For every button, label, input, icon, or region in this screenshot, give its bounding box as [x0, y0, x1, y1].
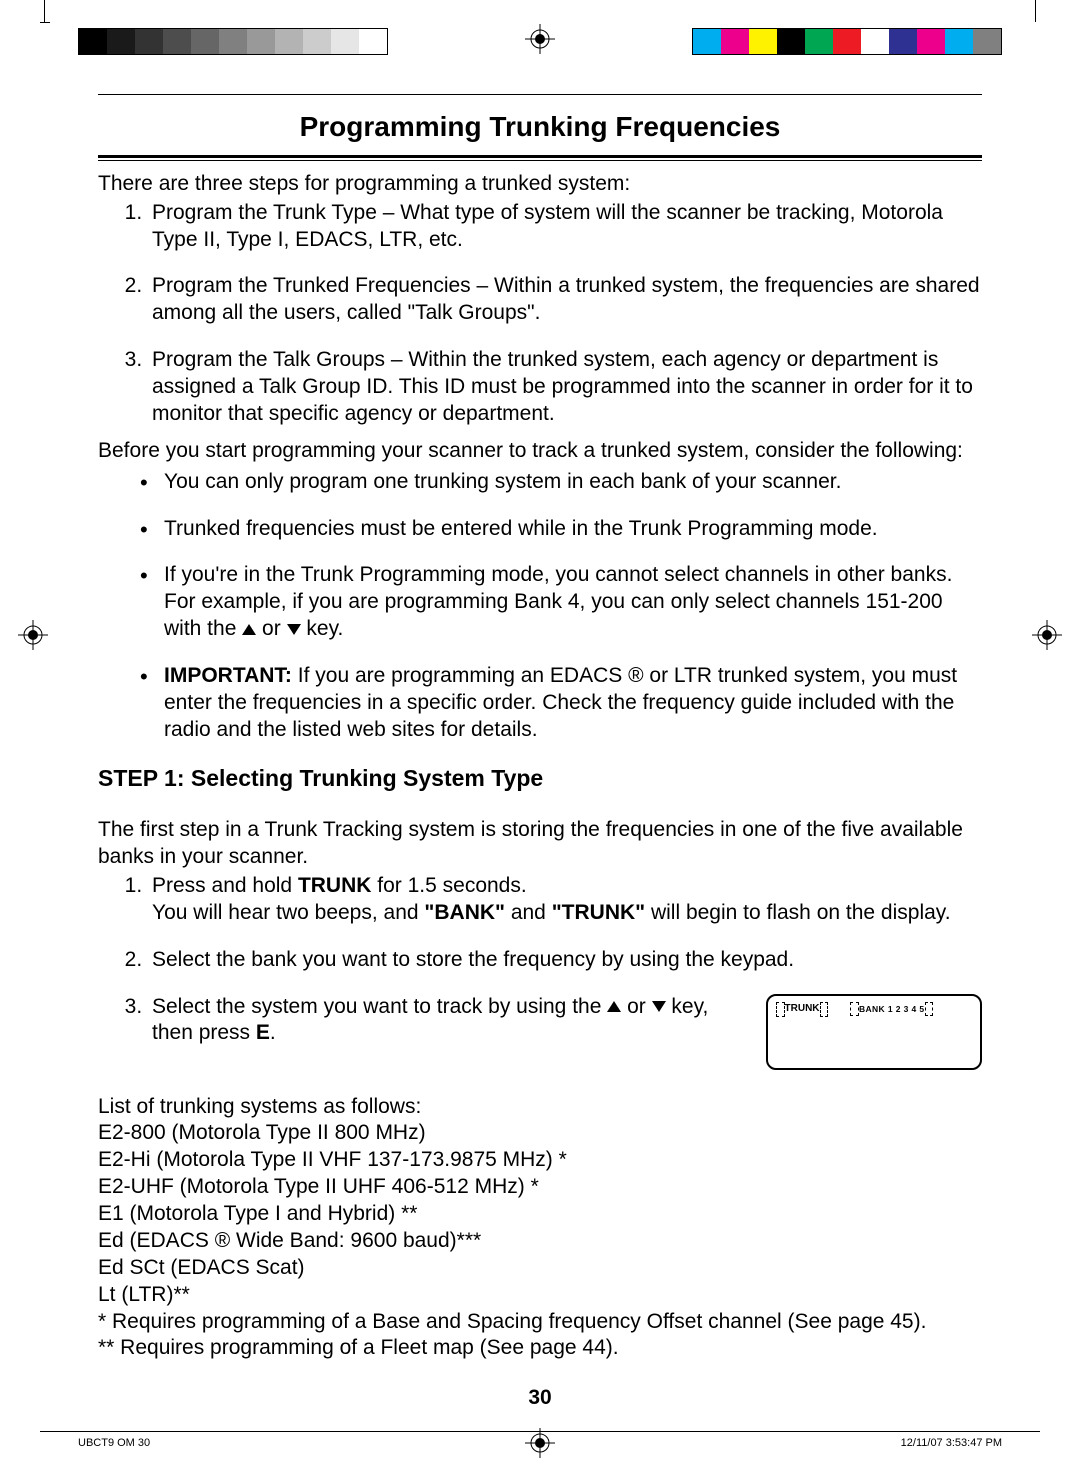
consider-lead: Before you start programming your scanne… [98, 438, 982, 465]
list-item: Program the Trunked Frequencies – Within… [148, 273, 982, 327]
consider-list: You can only program one trunking system… [98, 469, 982, 744]
list-item: E2-800 (Motorola Type II 800 MHz) [98, 1120, 982, 1147]
list-item: You can only program one trunking system… [136, 469, 982, 496]
up-arrow-icon [242, 624, 256, 635]
footer-rule [40, 1431, 1040, 1432]
down-arrow-icon [287, 624, 301, 635]
list-item: E2-UHF (Motorola Type II UHF 406-512 MHz… [98, 1174, 982, 1201]
page-number: 30 [0, 1385, 1080, 1412]
page-title: Programming Trunking Frequencies [98, 95, 982, 149]
footer-left: UBCT9 OM 30 [78, 1436, 150, 1450]
down-arrow-icon [652, 1001, 666, 1012]
list-item: Program the Trunk Type – What type of sy… [148, 200, 982, 254]
registration-mark-icon [18, 620, 48, 650]
list-item: Ed SCt (EDACS Scat) [98, 1255, 982, 1282]
list-item: Press and hold TRUNK for 1.5 seconds. Yo… [148, 873, 982, 927]
lcd-display: TRUNK BANK 1 2 3 4 5 [766, 994, 982, 1070]
footnote: ** Requires programming of a Fleet map (… [98, 1335, 982, 1362]
system-list: List of trunking systems as follows: E2-… [98, 1094, 982, 1363]
step1-intro: The first step in a Trunk Tracking syste… [98, 817, 982, 871]
intro-para: There are three steps for programming a … [98, 171, 982, 198]
syslist-lead: List of trunking systems as follows: [98, 1094, 982, 1121]
registration-mark-icon [525, 1428, 555, 1458]
registration-mark-icon [525, 24, 555, 54]
up-arrow-icon [607, 1001, 621, 1012]
list-item: TRUNK BANK 1 2 3 4 5 Select the system y… [148, 994, 982, 1048]
list-item: Ed (EDACS ® Wide Band: 9600 baud)*** [98, 1228, 982, 1255]
list-item: Trunked frequencies must be entered whil… [136, 516, 982, 543]
overview-steps-list: Program the Trunk Type – What type of sy… [98, 200, 982, 428]
step1-instructions: Press and hold TRUNK for 1.5 seconds. Yo… [98, 873, 982, 1047]
list-item: Lt (LTR)** [98, 1282, 982, 1309]
step1-heading: STEP 1: Selecting Trunking System Type [98, 764, 982, 793]
list-item: IMPORTANT: If you are programming an EDA… [136, 663, 982, 744]
list-item: Program the Talk Groups – Within the tru… [148, 347, 982, 428]
list-item: E1 (Motorola Type I and Hybrid) ** [98, 1201, 982, 1228]
footer-right: 12/11/07 3:53:47 PM [901, 1436, 1002, 1450]
registration-mark-icon [1032, 620, 1062, 650]
list-item: E2-Hi (Motorola Type II VHF 137-173.9875… [98, 1147, 982, 1174]
footnote: * Requires programming of a Base and Spa… [98, 1309, 982, 1336]
list-item: If you're in the Trunk Programming mode,… [136, 562, 982, 643]
color-calibration-bar [692, 28, 1002, 55]
list-item: Select the bank you want to store the fr… [148, 947, 982, 974]
page-content: Programming Trunking Frequencies There a… [98, 94, 982, 1362]
grayscale-calibration-bar [78, 28, 388, 55]
